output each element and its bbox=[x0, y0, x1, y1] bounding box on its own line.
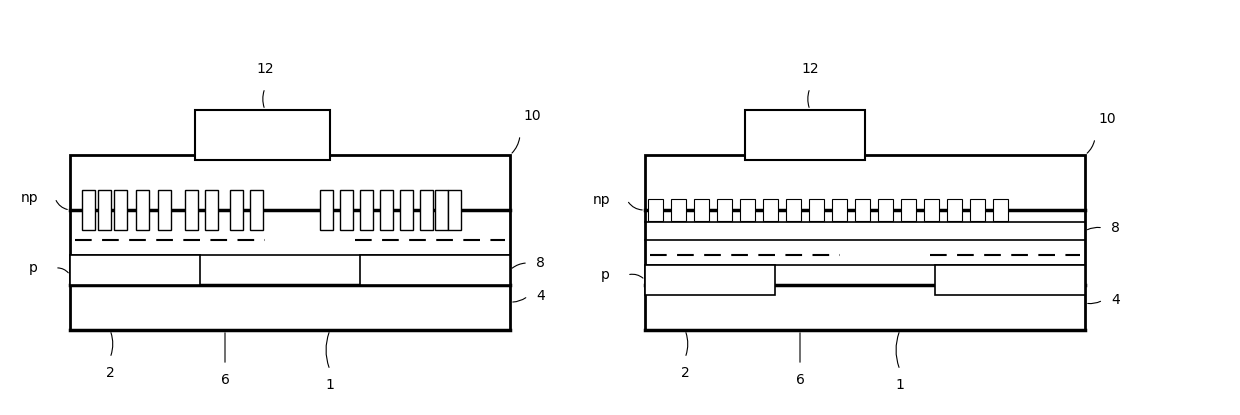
Bar bbox=[157, 190, 171, 230]
Text: 1: 1 bbox=[895, 378, 904, 392]
Text: 4: 4 bbox=[1111, 293, 1120, 307]
Bar bbox=[379, 190, 393, 230]
Text: p: p bbox=[29, 261, 38, 275]
Bar bbox=[360, 190, 373, 230]
Bar bbox=[901, 199, 916, 221]
Text: p: p bbox=[601, 268, 610, 282]
Bar bbox=[694, 199, 709, 221]
Text: 10: 10 bbox=[1099, 112, 1116, 126]
Bar bbox=[947, 199, 962, 221]
Bar bbox=[832, 199, 847, 221]
Bar bbox=[435, 190, 448, 230]
Text: 4: 4 bbox=[536, 289, 544, 303]
Bar bbox=[671, 199, 686, 221]
Bar bbox=[195, 110, 330, 160]
Bar bbox=[420, 190, 433, 230]
Bar bbox=[970, 199, 985, 221]
Bar bbox=[740, 199, 755, 221]
Text: 12: 12 bbox=[801, 62, 818, 76]
Bar bbox=[185, 190, 198, 230]
Bar bbox=[786, 199, 801, 221]
Bar bbox=[745, 110, 866, 160]
Bar bbox=[649, 199, 663, 221]
Bar bbox=[808, 199, 825, 221]
Bar bbox=[993, 199, 1008, 221]
Bar bbox=[114, 190, 126, 230]
Text: 8: 8 bbox=[536, 256, 544, 270]
Text: 2: 2 bbox=[105, 366, 114, 380]
Bar bbox=[69, 155, 510, 330]
Bar bbox=[82, 190, 95, 230]
Bar bbox=[924, 199, 939, 221]
Bar bbox=[136, 190, 149, 230]
Bar bbox=[645, 155, 1085, 330]
Bar bbox=[320, 190, 334, 230]
Text: 1: 1 bbox=[326, 378, 335, 392]
Bar bbox=[98, 190, 112, 230]
Bar bbox=[717, 199, 732, 221]
Bar bbox=[448, 190, 461, 230]
Bar bbox=[229, 190, 243, 230]
Bar bbox=[250, 190, 263, 230]
Bar bbox=[360, 255, 510, 285]
Bar bbox=[878, 199, 893, 221]
Bar bbox=[401, 190, 413, 230]
Text: np: np bbox=[20, 191, 38, 205]
Bar bbox=[763, 199, 777, 221]
Bar bbox=[340, 190, 353, 230]
Text: 6: 6 bbox=[221, 373, 229, 387]
Bar bbox=[645, 265, 775, 295]
Text: 8: 8 bbox=[1111, 221, 1120, 235]
Bar bbox=[935, 265, 1085, 295]
Bar bbox=[205, 190, 218, 230]
Text: 12: 12 bbox=[257, 62, 274, 76]
Text: np: np bbox=[593, 193, 610, 207]
Text: 10: 10 bbox=[523, 109, 541, 123]
Bar bbox=[856, 199, 870, 221]
Text: 6: 6 bbox=[796, 373, 805, 387]
Bar bbox=[69, 255, 200, 285]
Text: 2: 2 bbox=[681, 366, 689, 380]
